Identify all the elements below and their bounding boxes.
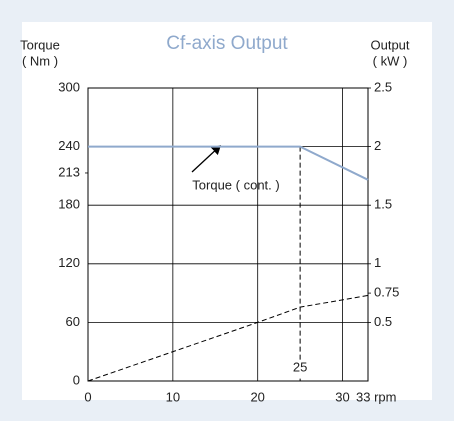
series-line: [87, 294, 369, 382]
plot-frame: [87, 87, 369, 382]
x-tick-label: 30: [335, 389, 349, 404]
annotation-arrow: [191, 145, 221, 173]
panel: [22, 22, 432, 400]
y-tick-label: 180: [58, 197, 80, 212]
y-tick-label: 213: [58, 164, 80, 179]
y2-tick-label: 0.5: [374, 314, 392, 329]
x-tick-label: 33 rpm: [356, 389, 396, 404]
y2-axis-label: Output: [370, 37, 409, 52]
annotation: Torque ( cont. ): [192, 177, 279, 192]
y-tick-label: 300: [58, 79, 80, 94]
y-tick-label: 120: [58, 255, 80, 270]
y2-tick-label: 0.75: [374, 285, 399, 300]
y-tick-label: 60: [66, 314, 80, 329]
y2-tick-label: 2: [374, 138, 381, 153]
y-tick-label: 240: [58, 138, 80, 153]
chart-title: Cf-axis Output: [166, 33, 288, 54]
y2-axis-unit: ( kW ): [373, 53, 408, 68]
x-tick-label: 10: [166, 389, 180, 404]
marker-label-bg: [289, 360, 312, 376]
x-tick-label: 0: [84, 389, 91, 404]
series-line: [88, 145, 369, 181]
y2-tick-label: 2.5: [374, 79, 392, 94]
x-tick-label: 20: [250, 389, 264, 404]
y-tick-label: 0: [73, 372, 80, 387]
y2-tick-label: 1.5: [374, 197, 392, 212]
y2-tick-label: 1: [374, 255, 381, 270]
y-axis-label: Torque: [20, 37, 60, 52]
marker-label: 25: [293, 359, 307, 374]
y-axis-unit: ( Nm ): [22, 53, 58, 68]
